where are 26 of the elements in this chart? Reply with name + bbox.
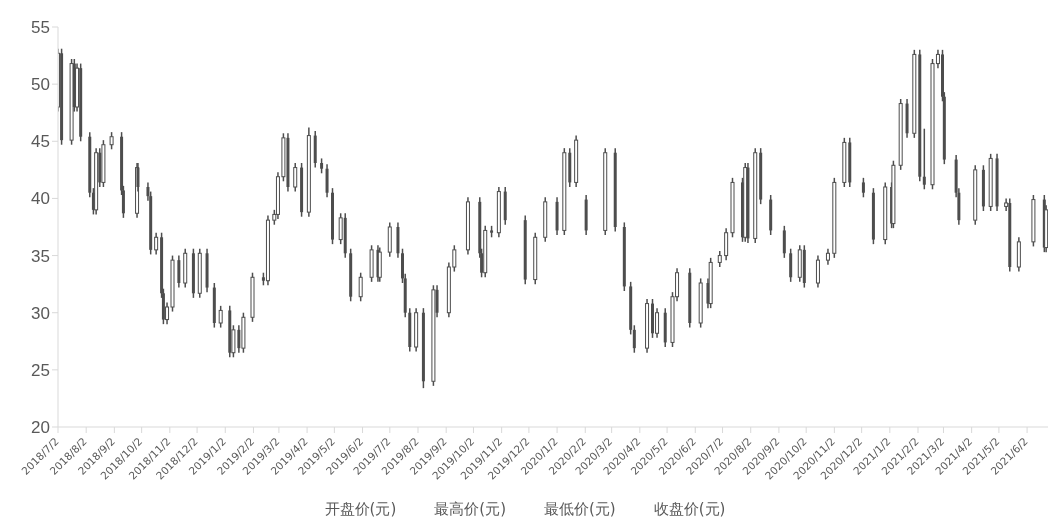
y-tick-label: 35 xyxy=(31,246,50,266)
candlestick xyxy=(177,254,181,289)
candlestick xyxy=(331,187,334,245)
candlestick xyxy=(815,254,820,289)
candlestick xyxy=(861,177,865,199)
text: 最高价(元) xyxy=(434,500,506,519)
candlestick xyxy=(632,324,636,354)
candlestick xyxy=(293,162,298,193)
candlestick xyxy=(922,127,926,191)
y-tick-label: 20 xyxy=(31,418,50,438)
y-tick-label: 40 xyxy=(31,189,50,209)
candlestick xyxy=(218,305,223,329)
candlestick xyxy=(325,163,329,199)
y-tick-label: 45 xyxy=(31,132,50,152)
candlestick xyxy=(782,225,786,259)
y-tick-label: 50 xyxy=(31,75,50,95)
y-tick-label: 30 xyxy=(31,303,50,323)
candlestick xyxy=(358,271,363,303)
y-tick-label: 25 xyxy=(31,360,50,380)
candlestick xyxy=(154,231,159,256)
text: 最低价(元) xyxy=(544,500,616,519)
text: 开盘价(元) xyxy=(324,500,397,519)
candlestick xyxy=(655,307,660,339)
y-tick-label: 55 xyxy=(31,18,50,38)
text: 收盘价(元) xyxy=(653,500,726,519)
candlestick xyxy=(724,227,729,261)
